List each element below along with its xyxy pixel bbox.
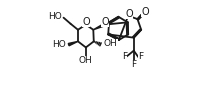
Text: O: O — [125, 9, 133, 19]
Text: F: F — [131, 60, 136, 69]
Text: HO: HO — [52, 40, 66, 49]
Text: OH: OH — [104, 39, 118, 48]
Text: OH: OH — [79, 56, 93, 65]
Text: O: O — [101, 17, 109, 27]
Text: O: O — [82, 17, 90, 27]
Text: O: O — [141, 7, 149, 17]
Text: F: F — [138, 52, 143, 61]
Polygon shape — [93, 24, 105, 30]
Text: F: F — [122, 52, 127, 61]
Text: HO: HO — [49, 12, 62, 21]
Polygon shape — [68, 41, 78, 46]
